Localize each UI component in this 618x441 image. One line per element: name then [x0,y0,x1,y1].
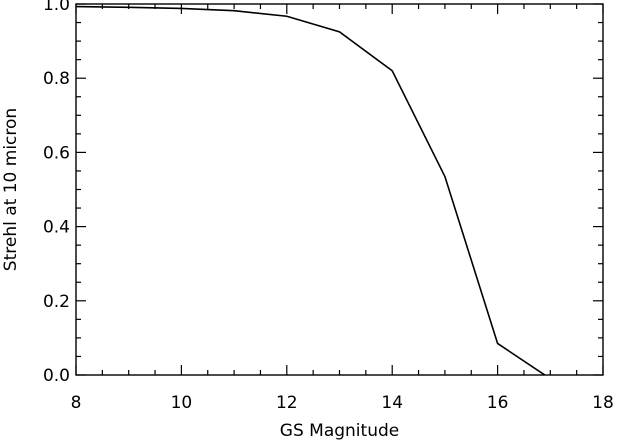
y-tick-label: 0.8 [43,69,70,89]
y-tick-label: 0.2 [43,292,70,312]
y-tick-label: 0.6 [43,143,70,163]
y-tick-label: 0.0 [43,366,70,386]
x-tick-label: 12 [276,393,298,413]
x-tick-label: 16 [487,393,509,413]
y-tick-label: 0.4 [43,218,70,238]
axis-ticks [75,3,604,376]
x-tick-label: 18 [592,393,614,413]
x-axis-label: GS Magnitude [280,421,399,441]
strehl-series-line [76,5,547,375]
x-tick-label: 14 [381,393,403,413]
tick-labels: 8 10 12 14 16 18 0.0 0.2 0.4 0.6 0.8 1.0 [43,0,614,413]
x-tick-label: 10 [171,393,193,413]
x-tick-label: 8 [71,393,82,413]
y-tick-label: 1.0 [43,0,70,15]
plot-area [76,5,547,375]
y-axis-label: Strehl at 10 micron [1,108,21,271]
plot-frame [75,3,604,376]
